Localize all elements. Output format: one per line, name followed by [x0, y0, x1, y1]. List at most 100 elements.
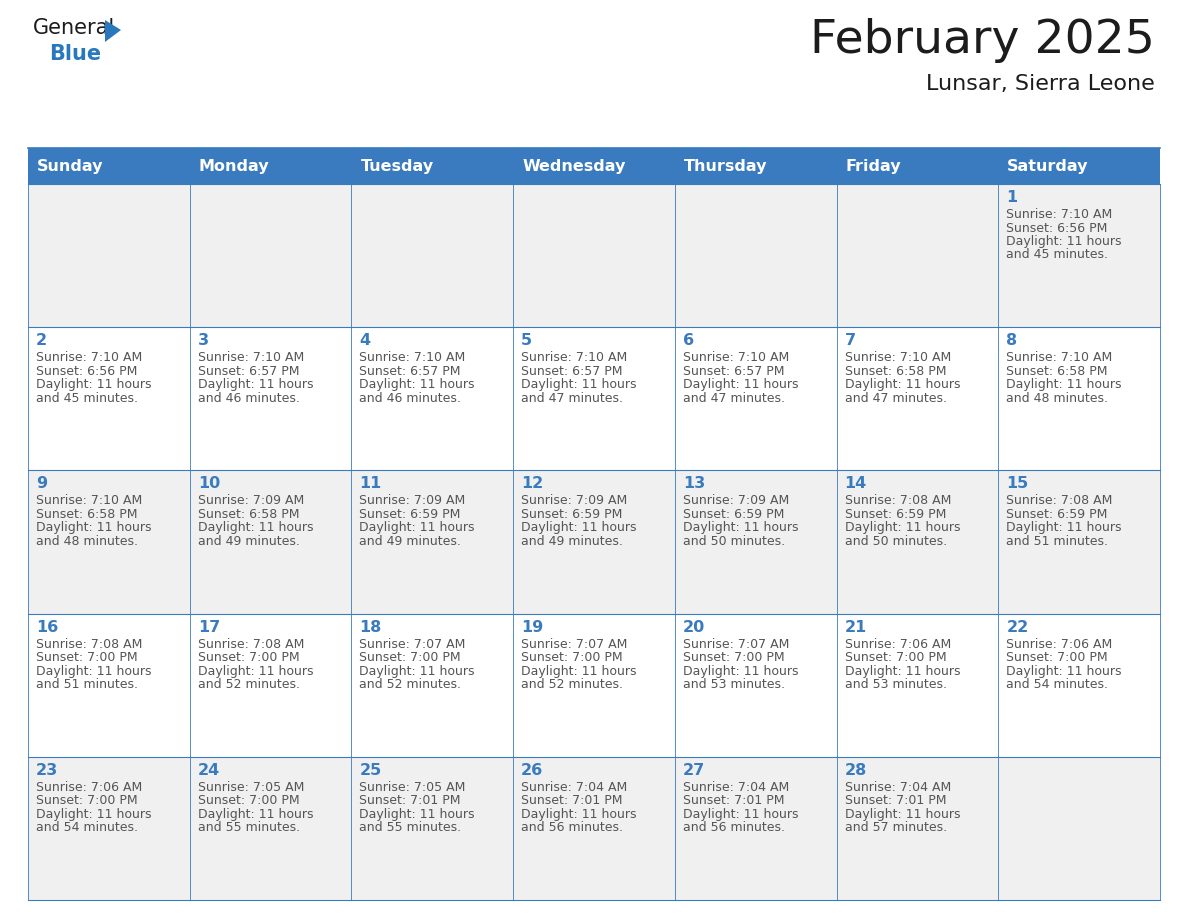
Text: 12: 12	[522, 476, 543, 491]
Text: Saturday: Saturday	[1007, 159, 1088, 174]
Bar	[190, 613, 352, 756]
Text: and 50 minutes.: and 50 minutes.	[683, 535, 785, 548]
Text: Friday: Friday	[846, 159, 902, 174]
Text: Sunrise: 7:06 AM: Sunrise: 7:06 AM	[845, 638, 950, 651]
Text: Daylight: 11 hours: Daylight: 11 hours	[197, 665, 314, 677]
Text: Daylight: 11 hours: Daylight: 11 hours	[522, 665, 637, 677]
Text: Sunset: 6:58 PM: Sunset: 6:58 PM	[845, 364, 946, 377]
Text: 19: 19	[522, 620, 543, 634]
Text: and 55 minutes.: and 55 minutes.	[197, 822, 299, 834]
Text: Sunrise: 7:10 AM: Sunrise: 7:10 AM	[36, 495, 143, 508]
Bar	[29, 184, 190, 327]
Text: Sunrise: 7:10 AM: Sunrise: 7:10 AM	[36, 352, 143, 364]
Bar	[29, 613, 190, 756]
Text: Daylight: 11 hours: Daylight: 11 hours	[522, 808, 637, 821]
Text: and 53 minutes.: and 53 minutes.	[845, 678, 947, 691]
Text: Sunrise: 7:10 AM: Sunrise: 7:10 AM	[845, 352, 950, 364]
Text: Sunrise: 7:10 AM: Sunrise: 7:10 AM	[683, 352, 789, 364]
Text: and 51 minutes.: and 51 minutes.	[36, 678, 138, 691]
Bar	[998, 184, 1159, 327]
Bar	[513, 327, 675, 470]
Bar	[29, 148, 190, 184]
Text: 17: 17	[197, 620, 220, 634]
Text: Daylight: 11 hours: Daylight: 11 hours	[845, 665, 960, 677]
Text: Daylight: 11 hours: Daylight: 11 hours	[36, 808, 152, 821]
Text: 15: 15	[1006, 476, 1029, 491]
Text: and 52 minutes.: and 52 minutes.	[522, 678, 624, 691]
Text: and 56 minutes.: and 56 minutes.	[522, 822, 624, 834]
Text: 23: 23	[36, 763, 58, 778]
Bar	[29, 470, 190, 613]
Bar	[998, 613, 1159, 756]
Text: Daylight: 11 hours: Daylight: 11 hours	[360, 808, 475, 821]
Bar	[675, 184, 836, 327]
Bar	[675, 470, 836, 613]
Text: Sunset: 6:58 PM: Sunset: 6:58 PM	[1006, 364, 1107, 377]
Bar	[998, 327, 1159, 470]
Bar	[190, 184, 352, 327]
Bar	[836, 470, 998, 613]
Text: 8: 8	[1006, 333, 1017, 348]
Text: Sunset: 6:56 PM: Sunset: 6:56 PM	[36, 364, 138, 377]
Text: Sunrise: 7:10 AM: Sunrise: 7:10 AM	[522, 352, 627, 364]
Bar	[352, 756, 513, 900]
Text: Sunset: 6:57 PM: Sunset: 6:57 PM	[522, 364, 623, 377]
Text: Sunrise: 7:05 AM: Sunrise: 7:05 AM	[360, 781, 466, 794]
Text: and 54 minutes.: and 54 minutes.	[1006, 678, 1108, 691]
Bar	[190, 756, 352, 900]
Text: 16: 16	[36, 620, 58, 634]
Text: Daylight: 11 hours: Daylight: 11 hours	[36, 378, 152, 391]
Text: Sunset: 6:59 PM: Sunset: 6:59 PM	[845, 508, 946, 521]
Text: Sunset: 6:57 PM: Sunset: 6:57 PM	[197, 364, 299, 377]
Text: Sunset: 6:58 PM: Sunset: 6:58 PM	[197, 508, 299, 521]
Text: 18: 18	[360, 620, 381, 634]
Text: Sunset: 6:58 PM: Sunset: 6:58 PM	[36, 508, 138, 521]
Text: and 46 minutes.: and 46 minutes.	[197, 392, 299, 405]
Bar	[675, 756, 836, 900]
Text: Sunset: 7:00 PM: Sunset: 7:00 PM	[36, 651, 138, 664]
Text: Sunrise: 7:10 AM: Sunrise: 7:10 AM	[360, 352, 466, 364]
Bar	[836, 327, 998, 470]
Text: and 54 minutes.: and 54 minutes.	[36, 822, 138, 834]
Bar	[29, 756, 190, 900]
Text: Sunrise: 7:06 AM: Sunrise: 7:06 AM	[36, 781, 143, 794]
Text: 13: 13	[683, 476, 706, 491]
Text: Sunset: 7:01 PM: Sunset: 7:01 PM	[845, 794, 946, 807]
Text: Sunrise: 7:08 AM: Sunrise: 7:08 AM	[1006, 495, 1113, 508]
Text: Sunrise: 7:09 AM: Sunrise: 7:09 AM	[683, 495, 789, 508]
Bar	[352, 470, 513, 613]
Bar	[998, 470, 1159, 613]
Text: Thursday: Thursday	[684, 159, 767, 174]
Text: and 49 minutes.: and 49 minutes.	[522, 535, 623, 548]
Text: and 50 minutes.: and 50 minutes.	[845, 535, 947, 548]
Text: and 49 minutes.: and 49 minutes.	[360, 535, 461, 548]
Text: Sunset: 7:01 PM: Sunset: 7:01 PM	[683, 794, 784, 807]
Text: Daylight: 11 hours: Daylight: 11 hours	[683, 521, 798, 534]
Text: Sunset: 7:00 PM: Sunset: 7:00 PM	[845, 651, 946, 664]
Text: and 56 minutes.: and 56 minutes.	[683, 822, 785, 834]
Text: and 45 minutes.: and 45 minutes.	[36, 392, 138, 405]
Text: Monday: Monday	[198, 159, 270, 174]
Text: Sunset: 7:01 PM: Sunset: 7:01 PM	[360, 794, 461, 807]
Text: Wednesday: Wednesday	[523, 159, 626, 174]
Bar	[836, 613, 998, 756]
Bar	[352, 148, 513, 184]
Text: Sunrise: 7:06 AM: Sunrise: 7:06 AM	[1006, 638, 1112, 651]
Text: Sunset: 6:59 PM: Sunset: 6:59 PM	[1006, 508, 1107, 521]
Text: and 47 minutes.: and 47 minutes.	[522, 392, 624, 405]
Text: Sunset: 7:00 PM: Sunset: 7:00 PM	[1006, 651, 1108, 664]
Text: and 51 minutes.: and 51 minutes.	[1006, 535, 1108, 548]
Text: Sunset: 7:00 PM: Sunset: 7:00 PM	[36, 794, 138, 807]
Text: Blue: Blue	[49, 44, 101, 64]
Text: Daylight: 11 hours: Daylight: 11 hours	[36, 665, 152, 677]
Text: 25: 25	[360, 763, 381, 778]
Text: 7: 7	[845, 333, 855, 348]
Text: Daylight: 11 hours: Daylight: 11 hours	[522, 521, 637, 534]
Text: Daylight: 11 hours: Daylight: 11 hours	[197, 808, 314, 821]
Text: 3: 3	[197, 333, 209, 348]
Text: 10: 10	[197, 476, 220, 491]
Text: 11: 11	[360, 476, 381, 491]
Text: Sunset: 7:00 PM: Sunset: 7:00 PM	[197, 794, 299, 807]
Text: and 47 minutes.: and 47 minutes.	[845, 392, 947, 405]
Text: Sunset: 6:59 PM: Sunset: 6:59 PM	[522, 508, 623, 521]
